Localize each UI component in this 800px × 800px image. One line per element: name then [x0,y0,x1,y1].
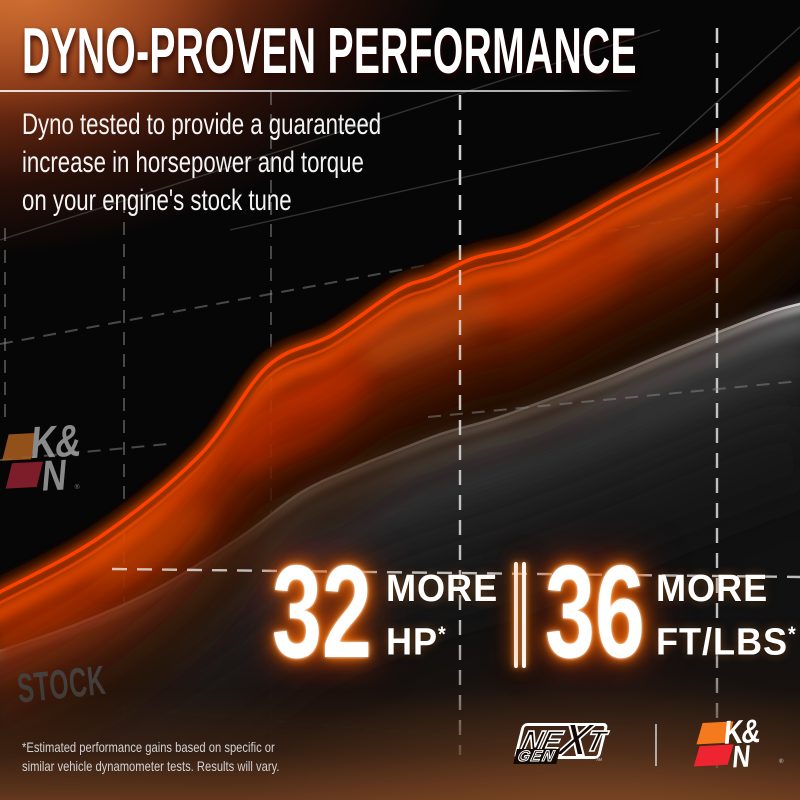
torque-more-label: MORE [656,568,769,610]
footer-divider-line [655,724,657,766]
kn-logo-letters-bottom: N [39,451,68,501]
stats-divider-bars [514,562,528,668]
nextgen-logo-box: NE X T GEN ™ [513,713,609,766]
hp-gain-value: 32 [272,538,372,685]
hp-unit-label: HP* [386,621,446,664]
registered-mark-icon: ® [778,758,784,766]
subheadline-line2: increase in horsepower and torque [22,146,364,179]
torque-unit-label: FT/LBS* [656,621,796,664]
trademark-icon: ™ [594,758,603,765]
subheadline: Dyno tested to provide a guaranteed incr… [22,106,381,220]
nextgen-logo: NE X T GEN ™ [510,713,620,772]
registered-mark-icon: ® [74,483,80,491]
torque-gain-value: 36 [545,538,645,685]
subheadline-line3: on your engine's stock tune [22,184,292,217]
hp-asterisk: * [438,623,446,646]
torque-asterisk: * [788,623,796,646]
stock-curve-label: STOCK [15,656,108,712]
hp-more-label: MORE [386,568,499,610]
subheadline-line1: Dyno tested to provide a guaranteed [22,108,382,141]
kn-logo-footer: K& N ® [693,712,787,775]
disclaimer-line1: *Estimated performance gains based on sp… [22,739,275,755]
legal-disclaimer: *Estimated performance gains based on sp… [22,738,279,776]
disclaimer-line2: similar vehicle dynamometer tests. Resul… [22,758,280,774]
hp-gain-unit: MORE HP* [386,566,498,666]
headline: DYNO-PROVEN PERFORMANCE [22,16,637,88]
kn-logo-letters-bottom: N [731,738,751,775]
nextgen-gen-letters: GEN [513,748,561,766]
headline-underline [0,90,634,92]
kn-logo-watermark: K& N ® [2,414,106,501]
torque-gain-unit: MORE FT/LBS* [656,566,796,666]
